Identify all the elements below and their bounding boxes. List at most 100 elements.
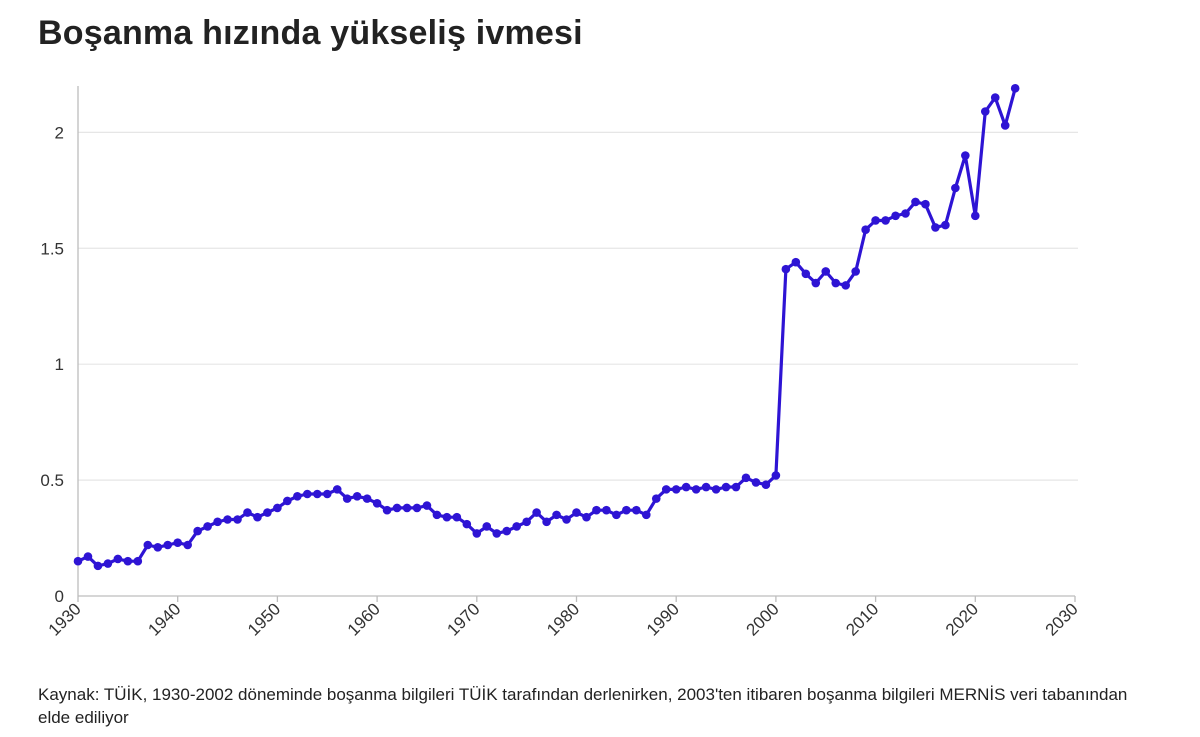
data-point [861,225,870,235]
data-point [921,199,930,209]
data-point [322,489,332,499]
data-point [651,494,661,503]
data-point [303,489,312,499]
data-point [801,269,811,279]
data-point [293,492,302,501]
x-tick-label: 2030 [1042,599,1082,639]
data-point [891,211,900,221]
data-point [312,489,322,499]
x-tick-label: 1930 [45,599,85,639]
series-line [76,86,1017,568]
x-tick-label: 1990 [643,599,683,639]
data-point [502,526,512,536]
data-point [83,552,93,561]
data-point [711,485,721,494]
data-point [821,267,831,276]
data-point [761,480,771,490]
data-point [661,485,671,494]
data-point [781,264,791,274]
data-point [243,508,252,517]
data-point [462,519,472,529]
y-tick-label: 1 [55,355,64,374]
data-point [562,515,571,524]
data-point [362,494,372,503]
data-point [233,515,242,524]
data-point [103,559,113,568]
data-point [552,510,561,520]
data-point [372,498,382,508]
data-point [681,482,691,492]
data-point [253,512,262,522]
data-point [592,505,601,515]
data-point [213,517,222,527]
data-point [482,522,492,531]
y-tick-label: 2 [55,123,64,142]
data-point [931,223,940,232]
data-point [980,107,990,116]
data-point [143,540,153,550]
data-point [183,540,192,550]
data-point [412,503,422,513]
x-tick-label: 2020 [942,599,982,639]
data-point [632,505,641,515]
data-point [532,508,541,517]
data-point [203,522,212,531]
data-series [73,84,1020,571]
x-tick-label: 1940 [144,599,184,639]
data-point [113,554,123,564]
data-point [223,515,232,524]
data-point [123,556,133,566]
data-point [352,492,362,501]
data-point [871,216,880,225]
data-point [263,508,272,517]
data-point [93,561,103,571]
data-point [671,485,681,494]
data-point [612,510,621,520]
data-point [602,505,611,515]
data-point [432,510,442,520]
data-point [273,503,282,513]
data-point [1000,121,1010,130]
data-point [73,556,83,566]
data-point [971,211,980,221]
source-note: Kaynak: TÜİK, 1930-2002 döneminde boşanm… [38,685,1128,727]
data-point [153,543,163,552]
data-point [791,257,801,267]
data-point [990,93,1000,102]
data-point [731,482,741,492]
data-point [382,505,392,515]
data-point [492,529,502,538]
x-tick-label: 1980 [543,599,583,639]
data-point [1010,84,1020,93]
data-point [721,482,731,492]
data-point [901,209,910,218]
x-tick-label: 1970 [443,599,483,639]
data-point [442,512,452,522]
data-point [193,526,202,536]
data-point [622,505,631,515]
x-tick-label: 1950 [244,599,284,639]
data-point [392,503,402,513]
data-point [522,517,531,527]
y-tick-label: 1.5 [40,239,64,258]
data-point [701,482,711,492]
data-point [751,478,761,487]
y-tick-label: 0 [55,587,64,606]
data-point [941,220,950,230]
data-point [283,496,292,506]
data-point [741,473,751,483]
data-point [961,151,970,160]
y-tick-label: 0.5 [40,471,64,490]
data-point [691,485,701,494]
data-point [402,503,412,513]
data-point [472,529,482,538]
data-point [163,540,173,550]
data-point [851,267,860,276]
data-point [881,216,890,225]
data-point [542,517,551,527]
data-point [173,538,182,547]
x-tick-label: 1960 [344,599,384,639]
data-point [841,281,850,290]
data-point [831,278,841,288]
